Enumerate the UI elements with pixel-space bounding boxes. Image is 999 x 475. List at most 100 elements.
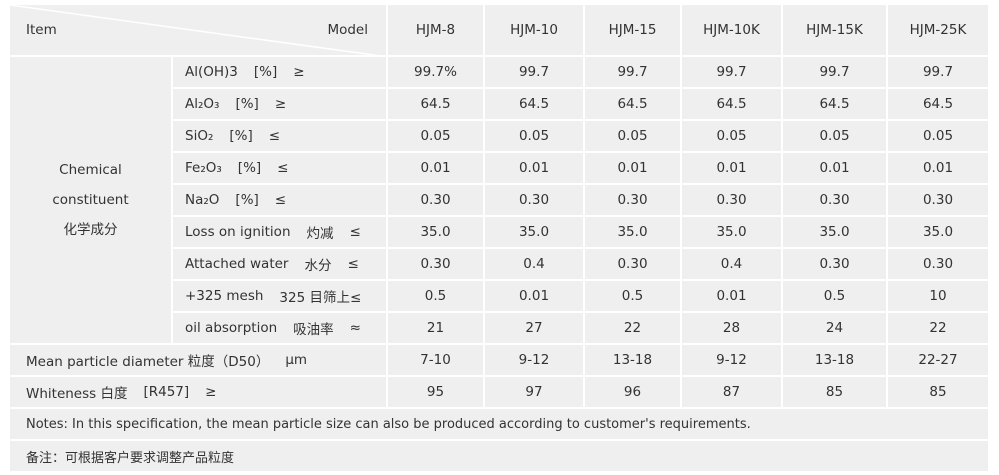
value: 35.0 (922, 224, 954, 240)
property-part: Na₂O (185, 192, 220, 208)
property-part: oil absorption (185, 320, 278, 336)
value-cell: 0.30 (783, 249, 888, 281)
value-cell: 0.05 (888, 121, 990, 153)
value: 0.5 (424, 288, 447, 304)
value-cell: 99.7 (585, 57, 682, 89)
value-cell: 21 (388, 313, 485, 345)
property-part: ≥ (205, 384, 217, 400)
value-cell: 64.5 (585, 89, 682, 121)
value-cell: 0.5 (388, 281, 485, 313)
value-cell: 0.5 (783, 281, 888, 313)
value-cell: 85 (888, 377, 990, 409)
value: 0.30 (819, 256, 850, 272)
value: 35.0 (518, 224, 550, 240)
value-cell: 64.5 (485, 89, 585, 121)
header-cell: HJM-15 (585, 5, 682, 57)
header-item-cell: Item Model (10, 5, 388, 57)
property-part: [%] (235, 192, 259, 208)
value: 7-10 (420, 352, 451, 368)
header-cell: HJM-10K (682, 5, 783, 57)
value: 0.30 (518, 192, 550, 208)
property-cell: SiO₂ [%] ≤ (173, 121, 388, 153)
property-cell: oil absorption 吸油率 ≈ (173, 313, 388, 345)
note: Notes: In this specification, the mean p… (26, 416, 751, 432)
value: 87 (722, 384, 741, 400)
property-part: 水分 (304, 258, 332, 274)
value-cell: 13-18 (783, 345, 888, 377)
value: 0.30 (617, 256, 648, 272)
value-cell: 0.30 (682, 185, 783, 217)
value-cell: 0.01 (585, 153, 682, 185)
model-name: HJM-15 (608, 22, 657, 38)
property-part: Al₂O₃ (185, 96, 220, 112)
group-label: Chemical constituent 化学成分 (52, 155, 128, 245)
value-cell: 0.05 (585, 121, 682, 153)
value: 0.01 (518, 288, 550, 304)
group-line: constituent (52, 192, 129, 208)
value: 0.5 (621, 288, 644, 304)
value-cell: 28 (682, 313, 783, 345)
property-part: [%] (235, 96, 259, 112)
value: 0.05 (716, 128, 747, 144)
value: 0.01 (617, 160, 648, 176)
value: 22 (929, 320, 947, 336)
value-cell: 27 (485, 313, 585, 345)
property-cell: Mean particle diameter 粒度（D50） μm (10, 345, 388, 377)
property-part: ≥ (293, 64, 305, 80)
value-cell: 24 (783, 313, 888, 345)
value: 85 (825, 384, 844, 400)
value-cell: 99.7 (485, 57, 585, 89)
note-cell: Notes: In this specification, the mean p… (10, 409, 990, 441)
item-label: Item (26, 22, 57, 38)
value: 0.01 (819, 160, 850, 176)
value: 99.7 (518, 64, 550, 80)
value-cell: 95 (388, 377, 485, 409)
value-cell: 22 (585, 313, 682, 345)
value-cell: 0.4 (682, 249, 783, 281)
value-cell: 0.30 (888, 185, 990, 217)
value-cell: 0.05 (485, 121, 585, 153)
value-cell: 35.0 (682, 217, 783, 249)
property-part: ≈ (349, 320, 361, 336)
value: 64.5 (617, 96, 648, 112)
value: 0.30 (716, 192, 747, 208)
value-cell: 22 (888, 313, 990, 345)
value-cell: 85 (783, 377, 888, 409)
value: 35.0 (819, 224, 850, 240)
property-part: Fe₂O₃ (185, 160, 222, 176)
property-cell: Whiteness 白度 [R457] ≥ (10, 377, 388, 409)
value-cell: 9-12 (682, 345, 783, 377)
value-cell: 64.5 (682, 89, 783, 121)
value: 64.5 (819, 96, 850, 112)
value-cell: 0.4 (485, 249, 585, 281)
value: 13-18 (814, 352, 855, 368)
note-cell: 备注：可根据客户要求调整产品粒度 (10, 441, 990, 473)
value: 64.5 (518, 96, 550, 112)
note: 备注：可根据客户要求调整产品粒度 (26, 450, 235, 466)
header-cell: HJM-10 (485, 5, 585, 57)
value-cell: 64.5 (388, 89, 485, 121)
value: 0.01 (420, 160, 451, 176)
value: 0.30 (617, 192, 648, 208)
property-cell: Fe₂O₃ [%] ≤ (173, 153, 388, 185)
value-cell: 64.5 (783, 89, 888, 121)
value: 0.30 (922, 192, 954, 208)
value-cell: 0.01 (888, 153, 990, 185)
value-cell: 99.7 (783, 57, 888, 89)
value: 0.30 (420, 256, 451, 272)
model-label: Model (327, 22, 368, 38)
value: 21 (426, 320, 445, 336)
value-cell: 0.30 (585, 249, 682, 281)
value-cell: 0.05 (783, 121, 888, 153)
value: 95 (426, 384, 445, 400)
value: 64.5 (716, 96, 747, 112)
value-cell: 0.01 (682, 153, 783, 185)
group-line: Chemical (59, 162, 122, 178)
value-cell: 35.0 (783, 217, 888, 249)
value-cell: 35.0 (388, 217, 485, 249)
value-cell: 9-12 (485, 345, 585, 377)
value-cell: 0.01 (388, 153, 485, 185)
value: 0.4 (720, 256, 743, 272)
model-name: HJM-15K (806, 22, 863, 38)
